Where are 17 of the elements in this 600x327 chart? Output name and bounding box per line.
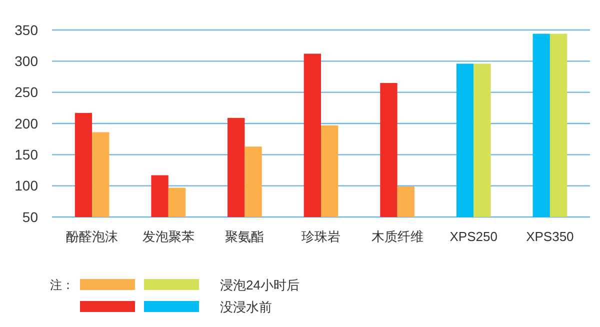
y-tick-label: 150	[14, 146, 38, 163]
y-tick-label: 50	[22, 208, 38, 225]
x-tick-label: XPS350	[526, 229, 574, 244]
x-tick-label: XPS250	[450, 229, 498, 244]
x-tick-label: 聚氨酯	[225, 229, 264, 244]
x-tick-label: 发泡聚苯	[142, 229, 194, 244]
y-tick-label: 300	[14, 53, 38, 70]
y-tick-label: 100	[14, 178, 38, 194]
text: 注：	[50, 278, 74, 292]
legend-label: 没浸水前	[220, 300, 272, 315]
y-tick-label: 350	[14, 22, 38, 38]
x-tick-label: 珍珠岩	[302, 229, 340, 244]
x-tick-label: 酚醛泡沫	[66, 229, 118, 244]
y-tick-label: 250	[14, 84, 38, 100]
x-tick-label: 木质纤维	[371, 229, 424, 244]
legend-label: 浸泡24小时后	[220, 278, 300, 293]
y-tick-label: 200	[14, 115, 38, 132]
